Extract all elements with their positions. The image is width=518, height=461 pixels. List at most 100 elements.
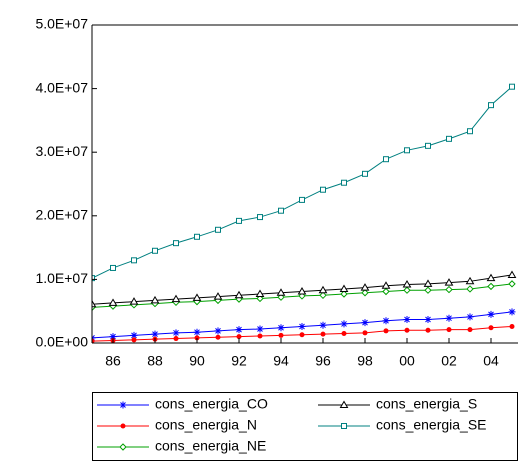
point xyxy=(339,284,349,292)
point xyxy=(508,280,516,288)
point xyxy=(278,207,284,214)
point xyxy=(404,147,410,154)
point xyxy=(488,325,494,331)
point xyxy=(173,240,179,247)
point xyxy=(382,287,390,296)
point xyxy=(108,298,118,306)
point xyxy=(92,275,95,282)
point xyxy=(319,291,327,300)
point xyxy=(299,196,305,203)
point xyxy=(215,334,221,340)
y-tick-label: 3.0E+07 xyxy=(35,143,88,159)
point xyxy=(486,273,496,282)
point xyxy=(276,288,286,296)
point xyxy=(402,279,412,288)
point xyxy=(214,327,222,335)
point xyxy=(213,292,223,300)
x-tick-label: 04 xyxy=(483,353,499,369)
y-tick-label: 5.0E+07 xyxy=(35,16,88,32)
point xyxy=(257,214,263,221)
point xyxy=(235,326,243,334)
point xyxy=(465,276,475,285)
point xyxy=(236,217,242,224)
point xyxy=(236,334,242,340)
point xyxy=(467,327,473,333)
point xyxy=(318,285,328,294)
point xyxy=(361,319,369,327)
point xyxy=(340,290,348,298)
point xyxy=(424,315,432,323)
point xyxy=(508,308,516,316)
point xyxy=(299,332,305,338)
x-tick-label: 00 xyxy=(399,353,415,369)
point xyxy=(361,289,369,297)
point xyxy=(194,335,200,341)
point xyxy=(110,264,116,271)
point xyxy=(256,325,264,333)
point xyxy=(278,332,284,338)
point xyxy=(173,336,179,342)
legend-marker xyxy=(119,443,127,451)
point xyxy=(341,179,347,186)
point xyxy=(445,314,453,322)
point xyxy=(424,286,432,294)
y-tick-label: 4.0E+07 xyxy=(35,79,88,95)
point xyxy=(194,233,200,240)
point xyxy=(129,297,139,305)
point xyxy=(362,170,368,177)
legend-marker xyxy=(341,423,347,429)
point xyxy=(403,315,411,323)
x-tick-label: 90 xyxy=(189,353,205,369)
legend-label: cons_energia_CO xyxy=(155,396,268,412)
point xyxy=(466,285,474,293)
y-tick-label: 0.0E+00 xyxy=(35,334,88,350)
point xyxy=(131,257,137,264)
point xyxy=(467,128,473,135)
point xyxy=(151,330,159,338)
point xyxy=(487,282,495,291)
point xyxy=(215,226,221,233)
axes xyxy=(91,24,518,344)
point xyxy=(234,290,244,299)
point xyxy=(488,102,494,109)
point xyxy=(381,281,391,289)
x-tick-label: 94 xyxy=(273,353,289,369)
point xyxy=(509,323,515,329)
point xyxy=(340,320,348,328)
point xyxy=(192,293,202,301)
plot-area xyxy=(92,83,517,344)
point xyxy=(297,286,307,295)
legend-label: cons_energia_NE xyxy=(155,438,266,454)
point xyxy=(404,327,410,333)
legend-marker xyxy=(339,400,349,408)
legend-label: cons_energia_SE xyxy=(376,417,487,433)
y-tick-label: 2.0E+07 xyxy=(35,207,88,223)
point xyxy=(320,331,326,337)
point xyxy=(446,327,452,333)
y-tick-label: 1.0E+07 xyxy=(35,270,88,286)
point xyxy=(423,279,433,287)
legend-label: cons_energia_N xyxy=(155,417,257,433)
point xyxy=(383,328,389,334)
point xyxy=(425,327,431,333)
point xyxy=(319,321,327,329)
point xyxy=(255,289,265,298)
point xyxy=(257,333,263,339)
point xyxy=(277,324,285,332)
x-tick-label: 86 xyxy=(105,353,121,369)
point xyxy=(446,135,452,142)
legend-marker xyxy=(119,401,127,409)
point xyxy=(425,142,431,149)
point xyxy=(509,83,515,90)
point xyxy=(403,286,411,294)
x-tick-label: 92 xyxy=(231,353,247,369)
point xyxy=(445,285,453,294)
point xyxy=(341,330,347,336)
point xyxy=(130,331,138,339)
point xyxy=(383,156,389,163)
point xyxy=(466,313,474,321)
point xyxy=(172,329,180,337)
point xyxy=(171,294,181,303)
point xyxy=(507,270,517,278)
